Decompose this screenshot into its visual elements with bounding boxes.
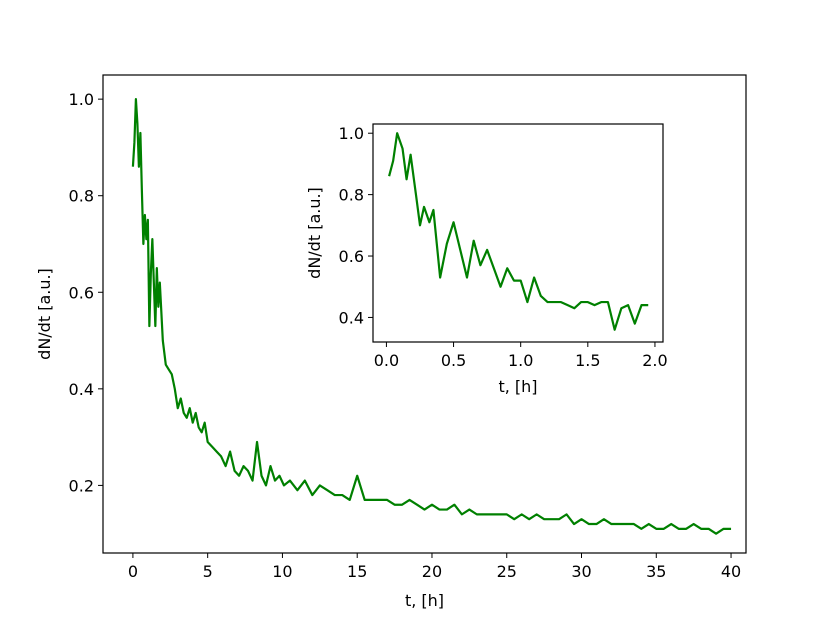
inset-x-tick-label: 2.0 [642,351,667,370]
inset-y-tick-label: 0.6 [339,247,364,266]
main-x-tick-label: 25 [497,562,517,581]
inset-x-tick-label: 1.5 [575,351,600,370]
main-x-tick-label: 30 [571,562,591,581]
main-series-line-0 [131,98,732,535]
main-x-tick-label: 15 [347,562,367,581]
inset-x-axis-label: t, [h] [498,377,537,396]
inset-axes-frame [372,123,664,343]
main-x-tick-label: 35 [646,562,666,581]
main-y-tick-label: 0.4 [69,380,94,399]
main-y-tick-label: 0.6 [69,283,94,302]
main-x-tick-label: 20 [422,562,442,581]
inset-plot-area [373,124,663,342]
main-axes-frame [102,74,747,554]
inset-y-tick-label: 0.4 [339,308,364,327]
inset-x-tick-label: 0.0 [374,351,399,370]
inset-series-line-0 [388,132,649,331]
main-y-tick-label: 0.8 [69,187,94,206]
inset-x-tick-label: 0.5 [441,351,466,370]
inset-y-axis-label: dN/dt [a.u.] [305,187,324,279]
main-y-tick-label: 0.2 [69,476,94,495]
inset-chart: 0.0 0.5 1.0 1.5 2.0 0.4 0.6 0.8 1.0 t, [h] dN/dt [… [305,123,668,396]
main-x-tick-label: 40 [721,562,741,581]
main-x-tick-label: 0 [128,562,138,581]
inset-y-tick-label: 1.0 [339,124,364,143]
main-x-axis-label: t, [h] [405,591,444,610]
main-y-axis-label: dN/dt [a.u.] [35,268,54,360]
inset-y-tick-label: 0.8 [339,186,364,205]
inset-x-tick-label: 1.0 [508,351,533,370]
main-x-tick-label: 5 [203,562,213,581]
main-y-tick-label: 1.0 [69,90,94,109]
main-x-tick-label: 10 [272,562,292,581]
